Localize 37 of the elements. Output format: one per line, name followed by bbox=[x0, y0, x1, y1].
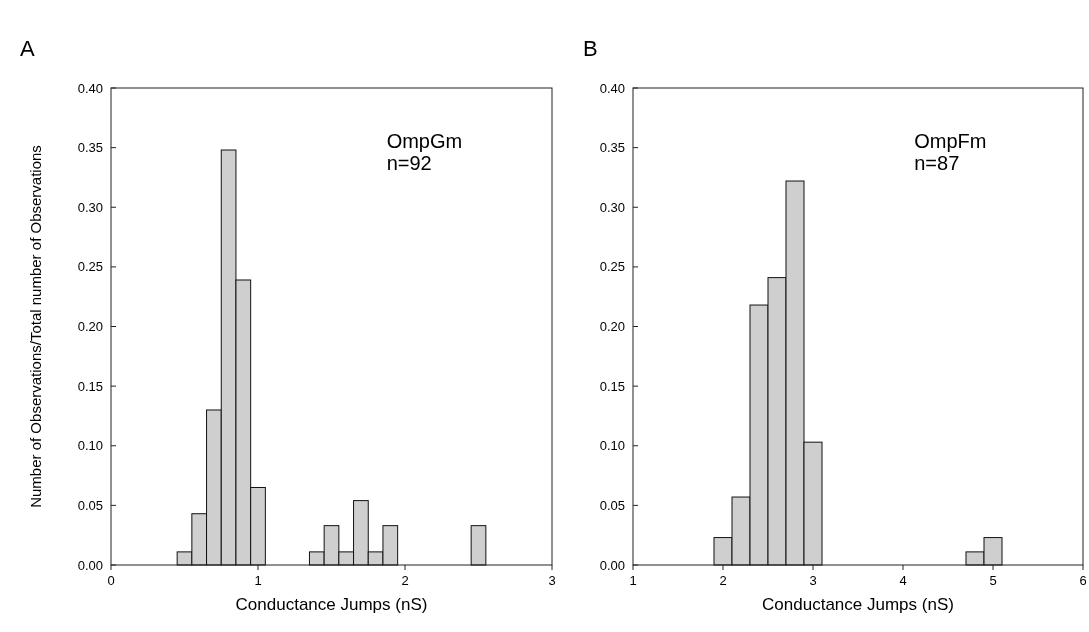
x-axis-title: Conductance Jumps (nS) bbox=[762, 595, 954, 614]
chart-title: B bbox=[583, 36, 598, 61]
y-tick-label: 0.20 bbox=[599, 319, 625, 335]
x-tick-label: 2 bbox=[401, 573, 409, 588]
x-tick-label: 3 bbox=[548, 573, 556, 588]
y-tick-label: 0.35 bbox=[77, 140, 103, 156]
annotation: n=92 bbox=[386, 152, 432, 174]
x-tick-label: 6 bbox=[1079, 573, 1087, 588]
x-tick-label: 4 bbox=[899, 573, 907, 588]
annotation: OmpGm bbox=[386, 130, 463, 152]
y-tick-label: 0.15 bbox=[77, 378, 103, 394]
y-axis-title: Number of Observations/Total number of Observations bbox=[27, 145, 44, 508]
y-tick-label: 0.00 bbox=[599, 557, 625, 573]
annotation: OmpFm bbox=[914, 130, 987, 152]
y-tick-label: 0.00 bbox=[77, 557, 103, 573]
y-tick-label: 0.15 bbox=[599, 378, 625, 394]
y-tick-label: 0.05 bbox=[77, 497, 103, 513]
y-tick-label: 0.25 bbox=[599, 259, 625, 275]
x-axis-title: Conductance Jumps (nS) bbox=[235, 595, 428, 614]
y-tick-label: 0.10 bbox=[599, 438, 625, 454]
y-tick-label: 0.35 bbox=[599, 140, 625, 156]
y-tick-label: 0.20 bbox=[77, 319, 103, 335]
y-tick-label: 0.10 bbox=[77, 438, 103, 454]
y-tick-label: 0.40 bbox=[77, 80, 103, 96]
y-tick-label: 0.05 bbox=[599, 497, 625, 513]
chart-title: A bbox=[20, 36, 35, 61]
y-tick-label: 0.30 bbox=[77, 199, 103, 215]
x-tick-label: 3 bbox=[809, 573, 817, 588]
x-tick-label: 1 bbox=[629, 573, 637, 588]
y-tick-label: 0.30 bbox=[599, 199, 625, 215]
x-tick-label: 1 bbox=[254, 573, 262, 588]
y-tick-label: 0.25 bbox=[77, 259, 103, 275]
y-tick-label: 0.40 bbox=[599, 80, 625, 96]
annotation: n=87 bbox=[914, 152, 960, 174]
x-tick-label: 2 bbox=[719, 573, 727, 588]
x-tick-label: 0 bbox=[107, 573, 115, 588]
x-tick-label: 5 bbox=[989, 573, 997, 588]
